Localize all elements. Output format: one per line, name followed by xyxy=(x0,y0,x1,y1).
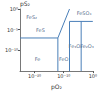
svg-text:Fe₂O₃: Fe₂O₃ xyxy=(80,43,94,49)
svg-text:FeS₂: FeS₂ xyxy=(26,14,37,20)
svg-text:10⁰: 10⁰ xyxy=(89,73,97,79)
svg-text:pO₂: pO₂ xyxy=(51,83,63,91)
svg-text:FeO: FeO xyxy=(59,56,69,62)
svg-text:10⁻⁵: 10⁻⁵ xyxy=(7,27,18,33)
svg-text:10⁰: 10⁰ xyxy=(10,6,18,12)
svg-text:10⁻²⁰: 10⁻²⁰ xyxy=(28,73,41,79)
svg-text:10⁻¹⁰: 10⁻¹⁰ xyxy=(5,47,18,53)
svg-text:Fe₃O₄: Fe₃O₄ xyxy=(68,43,83,50)
svg-text:FeS: FeS xyxy=(36,27,45,33)
svg-text:Fe: Fe xyxy=(35,56,41,62)
svg-text:10⁻¹⁰: 10⁻¹⁰ xyxy=(57,73,70,79)
svg-text:pS₂: pS₂ xyxy=(20,0,31,8)
svg-text:FeSO₄: FeSO₄ xyxy=(77,10,92,16)
